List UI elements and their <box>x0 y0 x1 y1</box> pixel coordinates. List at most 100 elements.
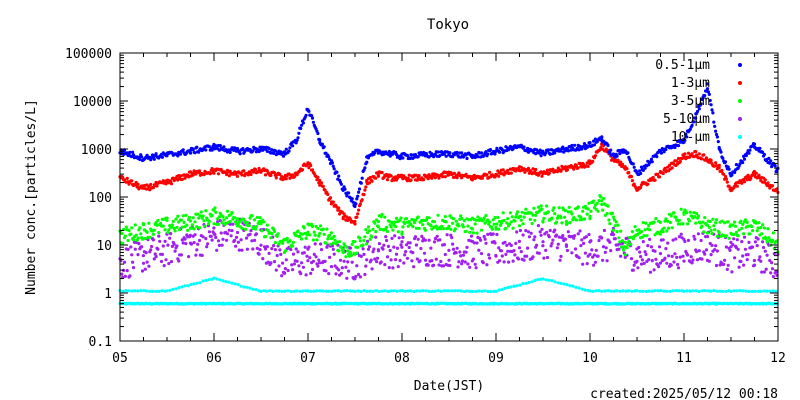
data-point <box>586 164 590 168</box>
data-point <box>269 236 273 240</box>
data-point <box>404 243 409 247</box>
data-point <box>364 228 368 232</box>
data-point <box>722 172 726 176</box>
data-point <box>565 168 570 172</box>
legend-label: 5-10μm <box>663 112 710 127</box>
data-point <box>383 289 387 293</box>
data-point <box>735 238 739 242</box>
data-point <box>179 218 183 222</box>
data-point <box>578 161 582 165</box>
data-point <box>649 157 654 161</box>
data-point <box>442 289 446 293</box>
data-point <box>619 229 623 233</box>
data-point <box>662 226 666 230</box>
legend-label: 10-μm <box>671 130 710 145</box>
data-point <box>188 219 192 223</box>
data-point <box>750 289 754 293</box>
data-point <box>730 173 734 177</box>
data-point <box>283 267 287 271</box>
data-point <box>732 289 736 293</box>
data-point <box>711 217 715 221</box>
data-point <box>761 150 765 154</box>
data-point <box>179 253 183 257</box>
data-point <box>319 224 323 228</box>
data-point <box>313 242 317 246</box>
data-point <box>172 242 176 246</box>
data-point <box>251 287 255 291</box>
data-point <box>127 289 131 293</box>
data-point <box>439 259 443 264</box>
data-point <box>230 229 234 233</box>
data-point <box>434 257 438 261</box>
data-point <box>212 276 216 280</box>
data-point <box>447 258 451 262</box>
data-point <box>606 143 610 147</box>
data-point <box>734 230 739 234</box>
data-point <box>369 258 373 262</box>
data-point <box>366 225 371 229</box>
legend-marker <box>738 135 742 139</box>
data-point <box>714 129 718 133</box>
data-point <box>675 255 679 259</box>
data-point <box>302 251 306 255</box>
data-point <box>253 238 257 242</box>
data-point <box>363 188 367 192</box>
data-point <box>183 284 187 288</box>
data-point <box>338 258 343 262</box>
data-point <box>491 232 495 236</box>
data-point <box>620 245 624 249</box>
data-point <box>648 228 652 232</box>
data-point <box>559 169 563 173</box>
data-point <box>524 281 528 285</box>
data-point <box>588 141 592 145</box>
data-point <box>709 289 713 293</box>
data-point <box>436 213 440 217</box>
data-point <box>277 264 281 268</box>
data-point <box>420 234 424 238</box>
data-point <box>604 246 608 250</box>
data-point <box>168 236 172 240</box>
data-point <box>225 238 229 242</box>
data-point <box>678 255 682 259</box>
data-point <box>587 201 591 205</box>
data-point <box>524 229 528 233</box>
data-point <box>538 148 542 152</box>
data-point <box>706 90 711 94</box>
data-point <box>495 232 499 237</box>
data-point <box>435 234 439 238</box>
data-point <box>143 267 147 271</box>
data-point <box>394 225 398 229</box>
data-point <box>195 248 199 252</box>
data-point <box>155 223 159 227</box>
data-point <box>577 286 581 290</box>
data-point <box>318 261 322 265</box>
data-point <box>215 248 219 252</box>
data-point <box>771 289 775 293</box>
data-point <box>371 227 375 231</box>
data-point <box>239 238 243 242</box>
data-point <box>739 259 743 264</box>
data-point <box>286 268 290 273</box>
data-point <box>347 269 351 273</box>
data-point <box>712 120 716 124</box>
data-point <box>530 221 534 226</box>
data-point <box>674 237 678 241</box>
data-point <box>758 255 762 259</box>
data-point <box>771 231 776 235</box>
data-point <box>715 289 719 293</box>
data-point <box>423 228 428 232</box>
data-point <box>464 229 468 233</box>
data-point <box>284 177 288 181</box>
data-point <box>639 230 644 234</box>
data-point <box>318 138 322 142</box>
data-point <box>356 194 360 198</box>
data-point <box>738 289 742 293</box>
data-point <box>310 116 315 120</box>
data-point <box>762 289 766 293</box>
x-tick-label: 05 <box>112 351 128 366</box>
data-point <box>421 223 425 227</box>
data-point <box>295 138 299 142</box>
data-point <box>697 289 701 294</box>
data-point <box>222 218 226 222</box>
data-point <box>219 231 223 235</box>
